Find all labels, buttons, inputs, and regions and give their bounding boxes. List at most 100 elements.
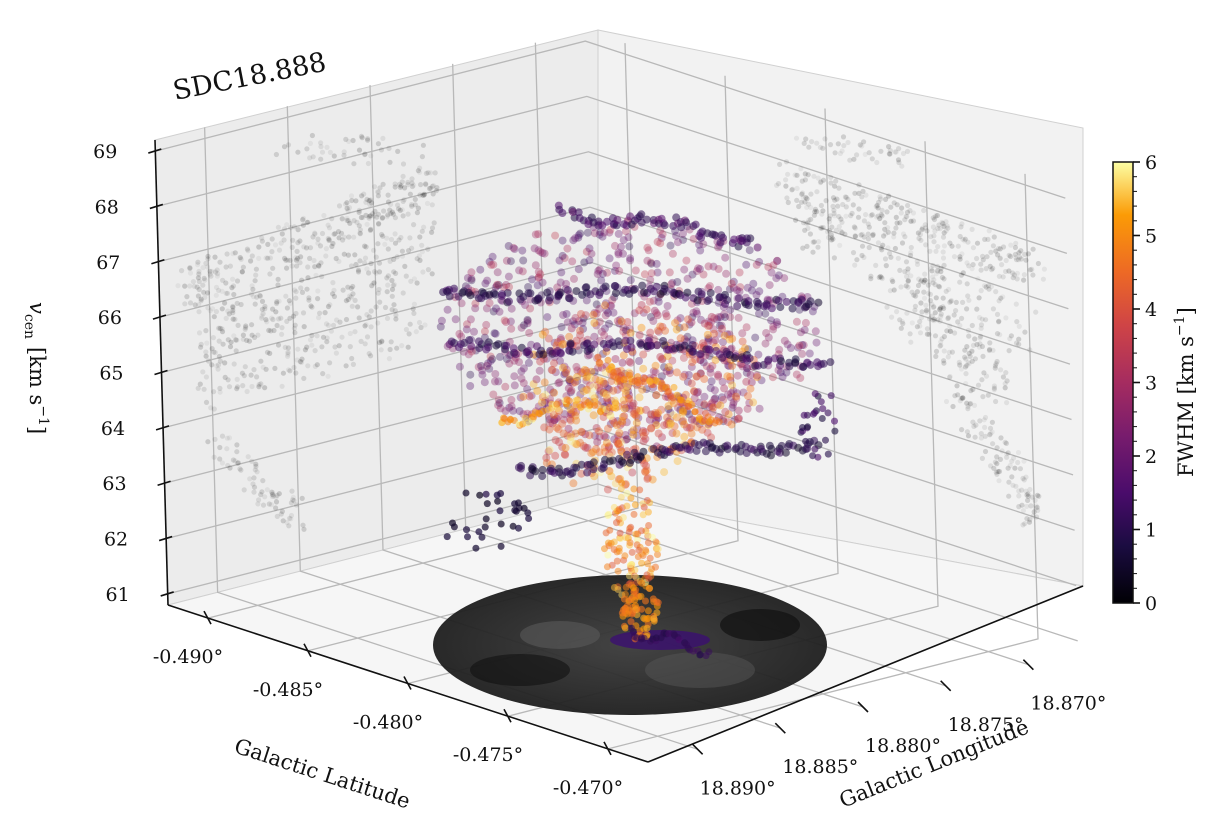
projection-point: [327, 360, 333, 366]
data-point: [635, 357, 643, 365]
data-point: [618, 358, 627, 367]
projection-point: [944, 223, 950, 229]
projection-point: [288, 516, 294, 522]
data-point: [658, 354, 667, 363]
projection-point: [324, 335, 330, 341]
projection-point: [814, 209, 820, 215]
data-point: [666, 419, 675, 428]
data-point: [604, 551, 612, 559]
projection-point: [403, 326, 409, 333]
data-point: [623, 502, 631, 510]
projection-point: [845, 196, 851, 202]
data-point: [445, 292, 454, 301]
data-point: [485, 290, 494, 299]
projection-point: [932, 228, 938, 234]
projection-point: [312, 230, 318, 236]
data-point: [590, 431, 599, 440]
projection-point: [1035, 260, 1041, 267]
data-point: [678, 406, 687, 415]
data-point: [663, 413, 672, 422]
projection-point: [959, 395, 966, 401]
projection-point: [358, 133, 365, 139]
projection-point: [329, 216, 335, 222]
projection-point: [993, 289, 999, 295]
projection-point: [892, 149, 898, 155]
projection-point: [817, 180, 824, 186]
data-point: [595, 432, 604, 441]
projection-point: [794, 172, 800, 178]
data-point: [560, 410, 569, 419]
projection-point: [946, 314, 952, 320]
data-point: [568, 207, 577, 216]
projection-point: [428, 185, 434, 191]
projection-point: [304, 286, 310, 292]
projection-point: [414, 256, 420, 262]
projection-point: [998, 295, 1004, 301]
projection-point: [796, 203, 802, 210]
projection-point: [429, 183, 435, 189]
projection-point: [293, 289, 299, 295]
projection-point: [283, 293, 289, 299]
projection-point: [219, 433, 226, 439]
projection-point: [965, 239, 971, 245]
projection-point: [341, 152, 347, 158]
data-point: [502, 256, 511, 265]
projection-point: [217, 385, 223, 391]
data-point: [502, 355, 511, 363]
data-point: [624, 394, 633, 403]
projection-point: [953, 308, 959, 314]
data-point: [531, 230, 540, 239]
projection-point: [227, 465, 233, 471]
projection-point: [345, 284, 351, 290]
projection-point: [1027, 267, 1033, 273]
projection-point: [902, 234, 908, 240]
data-point: [693, 309, 701, 318]
data-point: [719, 338, 727, 347]
projection-point: [979, 316, 985, 322]
data-point: [585, 256, 594, 265]
data-point: [751, 333, 760, 342]
projection-point: [312, 231, 318, 237]
projection-point: [962, 238, 968, 244]
projection-point: [387, 346, 393, 353]
projection-point: [1012, 465, 1018, 471]
projection-point: [882, 256, 889, 262]
data-point: [559, 429, 568, 438]
projection-point: [861, 254, 867, 260]
data-point: [626, 458, 634, 467]
x-tick-4: [603, 741, 612, 756]
projection-point: [929, 313, 935, 319]
projection-point: [1021, 272, 1027, 278]
projection-point: [937, 343, 943, 349]
projection-point: [411, 222, 417, 228]
data-point: [725, 362, 734, 370]
projection-point: [279, 231, 285, 237]
projection-point: [230, 251, 236, 257]
projection-point: [930, 317, 936, 323]
projection-point: [974, 255, 980, 262]
data-point: [668, 249, 677, 258]
data-point: [670, 383, 678, 391]
projection-point: [240, 332, 246, 338]
projection-point: [388, 339, 394, 345]
data-point: [617, 317, 626, 326]
projection-point: [990, 243, 997, 249]
projection-point: [393, 312, 399, 318]
projection-point: [214, 267, 220, 273]
data-point: [615, 505, 623, 513]
data-point: [565, 376, 574, 385]
projection-point: [883, 263, 889, 269]
projection-point: [940, 295, 946, 301]
data-point: [746, 234, 755, 243]
data-point: [673, 391, 681, 399]
data-point: [786, 344, 795, 352]
projection-point: [830, 195, 837, 201]
projection-point: [426, 185, 433, 192]
projection-point: [905, 277, 911, 283]
data-point: [647, 269, 656, 278]
projection-point: [1003, 315, 1009, 321]
projection-point: [903, 213, 909, 219]
data-point: [795, 341, 804, 350]
projection-point: [278, 240, 284, 246]
data-point: [705, 648, 713, 656]
